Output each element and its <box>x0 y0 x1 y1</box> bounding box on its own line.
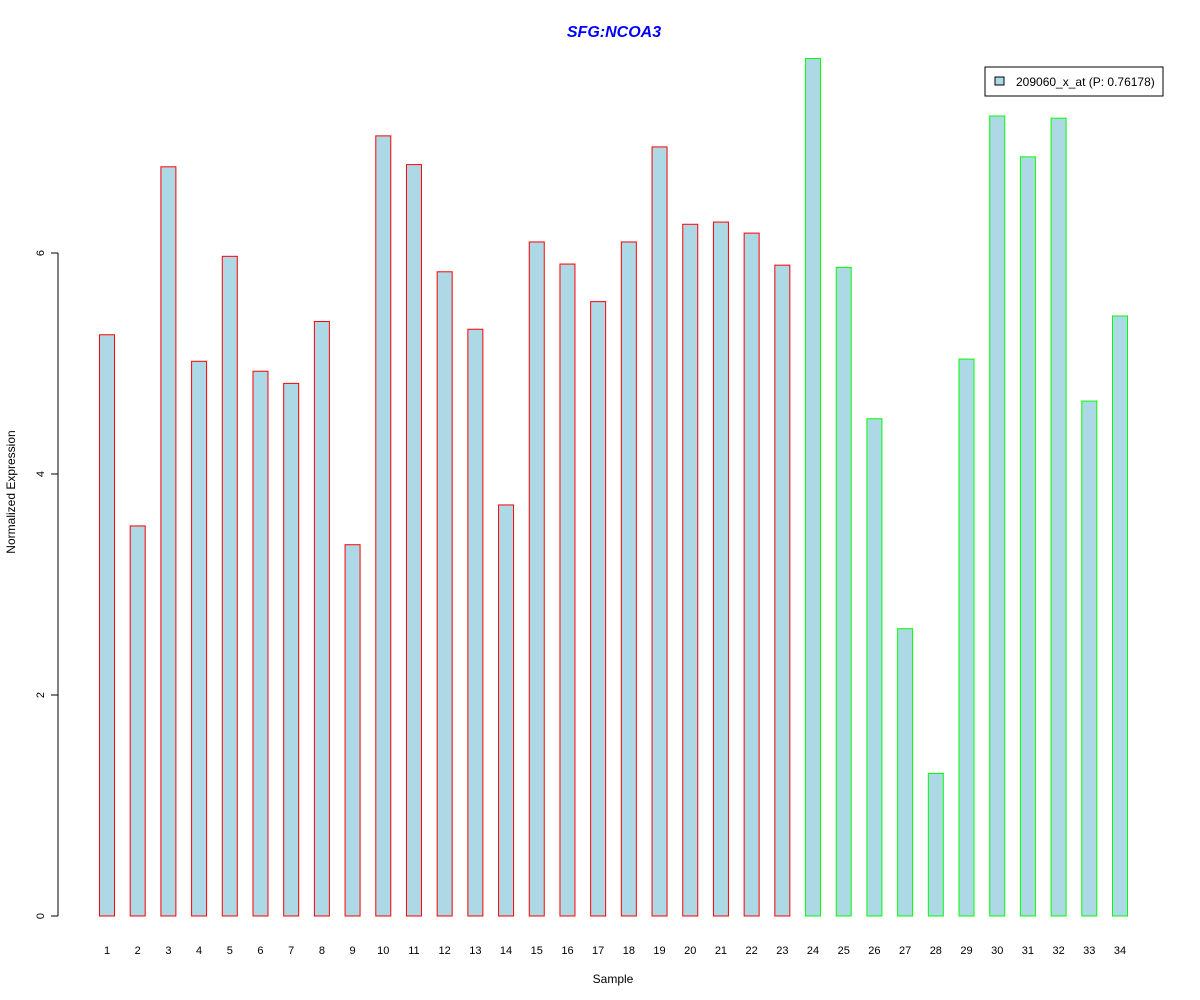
y-ticks: 0 2 4 6 <box>35 250 58 919</box>
x-tick-label: 18 <box>623 945 635 957</box>
bar-sample-29 <box>958 358 975 917</box>
bar-sample-8 <box>313 321 330 917</box>
x-tick-label: 28 <box>930 945 942 957</box>
x-tick-label: 1 <box>104 945 110 957</box>
x-tick-label: 5 <box>227 945 233 957</box>
x-tick-label: 6 <box>257 945 263 957</box>
y-tick-label: 2 <box>35 692 47 698</box>
x-tick-label: 13 <box>469 945 481 957</box>
x-tick-label: 29 <box>960 945 972 957</box>
x-tick-label: 17 <box>592 945 604 957</box>
x-tick-label: 14 <box>500 945 512 957</box>
bar-sample-12 <box>436 271 453 917</box>
y-axis-label: Normalized Expression <box>4 430 18 553</box>
bar-sample-27 <box>897 628 914 917</box>
x-tick-label: 26 <box>868 945 880 957</box>
x-axis-label: Sample <box>593 972 634 986</box>
bar-sample-32 <box>1050 117 1067 917</box>
bar-sample-22 <box>743 232 760 917</box>
x-tick-label: 7 <box>288 945 294 957</box>
legend-swatch <box>994 76 1005 86</box>
x-tick-label: 32 <box>1052 945 1064 957</box>
bar-sample-14 <box>498 504 515 917</box>
x-tick-label: 31 <box>1022 945 1034 957</box>
bar-sample-23 <box>774 264 791 917</box>
bar-sample-17 <box>590 301 607 917</box>
x-tick-label: 27 <box>899 945 911 957</box>
bar-sample-3 <box>160 166 177 917</box>
legend: 209060_x_at (P: 0.76178) <box>984 66 1164 97</box>
x-tick-label: 9 <box>350 945 356 957</box>
x-tick-label: 8 <box>319 945 325 957</box>
bar-sample-4 <box>191 360 208 917</box>
y-tick-label: 6 <box>35 250 47 256</box>
bar-sample-16 <box>559 263 576 917</box>
bar-sample-19 <box>651 146 668 917</box>
bar-sample-5 <box>221 255 238 917</box>
x-tick-label: 34 <box>1114 945 1126 957</box>
bar-sample-15 <box>528 241 545 917</box>
x-tick-label: 25 <box>838 945 850 957</box>
bar-sample-24 <box>805 58 822 917</box>
x-tick-label: 3 <box>165 945 171 957</box>
bar-sample-2 <box>129 525 146 917</box>
bars <box>99 58 1128 917</box>
bar-sample-26 <box>866 418 883 917</box>
bar-sample-20 <box>682 223 699 917</box>
x-tick-label: 19 <box>653 945 665 957</box>
x-tick-label: 12 <box>439 945 451 957</box>
x-tick-label: 2 <box>135 945 141 957</box>
x-tick-label: 23 <box>776 945 788 957</box>
x-tick-label: 10 <box>377 945 389 957</box>
bar-sample-1 <box>99 334 115 917</box>
bar-sample-31 <box>1019 156 1036 917</box>
legend-box <box>984 66 1164 97</box>
bar-sample-11 <box>405 164 422 917</box>
y-tick-label: 0 <box>35 913 47 919</box>
bar-sample-21 <box>712 221 729 917</box>
x-tick-label: 11 <box>408 945 419 957</box>
x-tick-label: 22 <box>746 945 758 957</box>
y-tick-label: 4 <box>35 471 47 477</box>
bar-sample-10 <box>375 135 392 917</box>
bar-sample-28 <box>927 772 944 917</box>
x-tick-label: 4 <box>196 945 202 957</box>
chart-title: SFG:NCOA3 <box>567 24 661 41</box>
x-tick-label: 15 <box>531 945 543 957</box>
x-tick-label: 30 <box>991 945 1003 957</box>
bar-sample-18 <box>620 241 637 917</box>
x-tick-label: 33 <box>1083 945 1095 957</box>
x-tick-label: 16 <box>561 945 573 957</box>
bar-sample-6 <box>252 370 269 917</box>
x-tick-label: 21 <box>715 945 727 957</box>
x-tick-label: 20 <box>684 945 696 957</box>
x-tick-labels: 1 2 3 4 5 6 7 8 9 10 11 12 13 14 15 16 17 18 19 20 21 22 23 24 2… <box>104 945 1126 957</box>
bar-sample-13 <box>467 328 484 917</box>
bar-sample-33 <box>1081 400 1098 917</box>
bar-sample-25 <box>835 266 852 917</box>
bar-sample-34 <box>1112 315 1128 917</box>
bar-sample-9 <box>344 544 361 917</box>
bar-sample-30 <box>989 115 1006 917</box>
bar-sample-7 <box>283 382 300 917</box>
x-tick-label: 24 <box>807 945 819 957</box>
legend-label: 209060_x_at (P: 0.76178) <box>1016 75 1155 89</box>
